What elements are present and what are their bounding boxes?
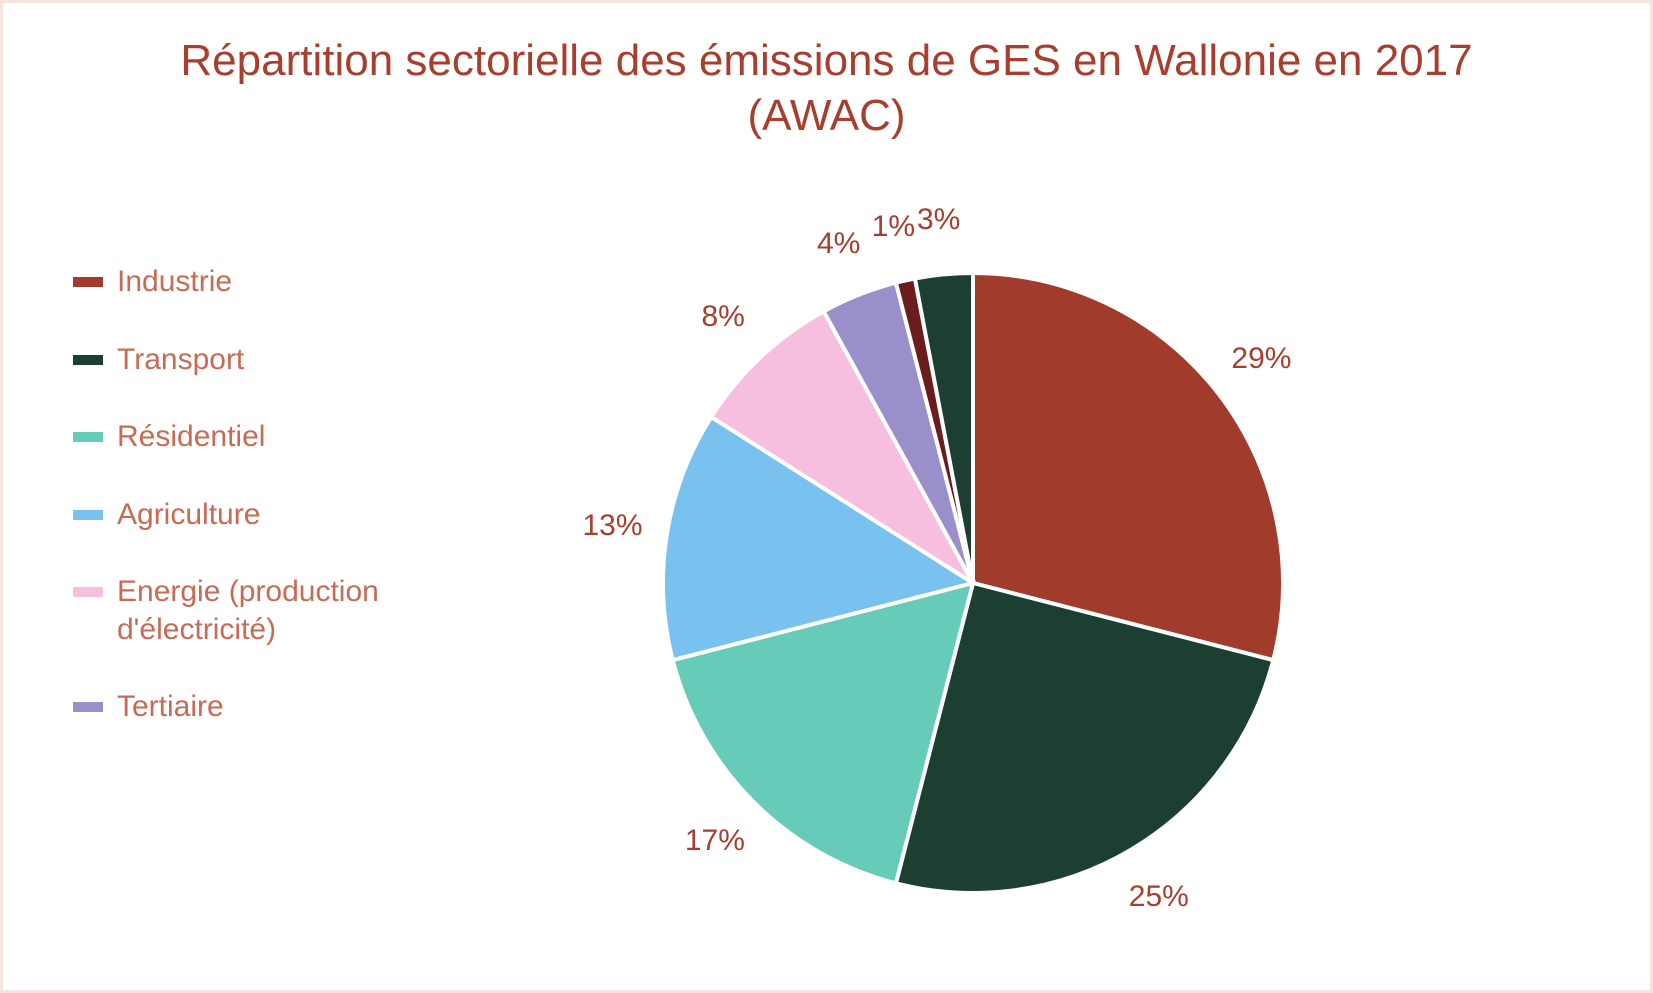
chart-frame: Répartition sectorielle des émissions de…	[0, 0, 1653, 993]
legend-swatch	[73, 277, 103, 287]
legend-label: Agriculture	[117, 496, 260, 534]
legend-swatch	[73, 432, 103, 442]
legend-swatch	[73, 355, 103, 365]
legend-item: Résidentiel	[73, 418, 513, 456]
legend-item: Transport	[73, 341, 513, 379]
chart-title: Répartition sectorielle des émissions de…	[3, 33, 1650, 143]
pie-data-label: 4%	[817, 227, 860, 261]
legend-item: Energie (production d'électricité)	[73, 573, 513, 648]
pie-chart: 29% 25% 17% 13% 8% 4% 1%3%	[568, 178, 1378, 988]
legend-swatch	[73, 510, 103, 520]
pie-data-label: 25%	[1129, 880, 1189, 914]
pie-data-label: 17%	[685, 824, 745, 858]
legend: Industrie Transport Résidentiel Agricult…	[73, 263, 513, 726]
legend-item: Industrie	[73, 263, 513, 301]
legend-item: Agriculture	[73, 496, 513, 534]
pie-data-label: 8%	[701, 300, 744, 334]
pie-data-label: 29%	[1231, 342, 1291, 376]
legend-label: Transport	[117, 341, 244, 379]
pie-data-label: 1%	[872, 210, 915, 244]
legend-swatch	[73, 587, 103, 597]
legend-swatch	[73, 702, 103, 712]
pie-data-label: 13%	[582, 509, 642, 543]
legend-label: Résidentiel	[117, 418, 265, 456]
pie-data-label: 3%	[917, 203, 960, 237]
legend-item: Tertiaire	[73, 688, 513, 726]
pie-svg	[568, 178, 1378, 988]
legend-label: Industrie	[117, 263, 232, 301]
legend-label: Energie (production d'électricité)	[117, 573, 513, 648]
legend-label: Tertiaire	[117, 688, 224, 726]
